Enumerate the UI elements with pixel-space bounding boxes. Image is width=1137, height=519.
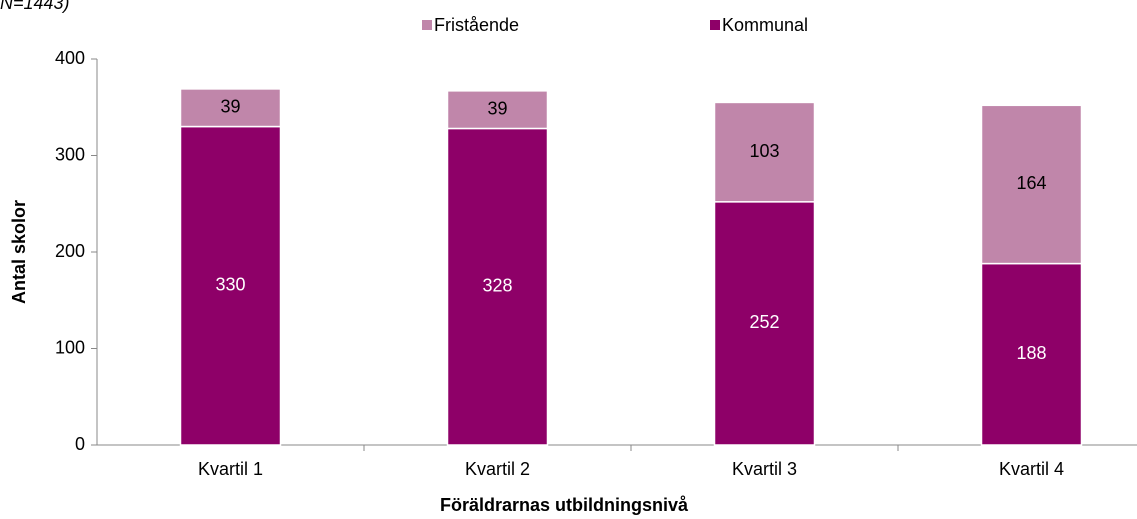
data-label: 164 (1016, 173, 1046, 193)
chart-subtitle: N=1443) (0, 0, 70, 13)
data-label: 328 (482, 275, 512, 295)
x-tick-label: Kvartil 1 (198, 459, 263, 479)
bar-segment (713, 201, 816, 446)
bar-segment (713, 101, 816, 203)
y-axis-title: Antal skolor (9, 200, 29, 304)
x-axis-title: Föräldrarnas utbildningsnivå (440, 495, 689, 515)
legend-swatch (422, 20, 432, 30)
y-tick-label: 0 (75, 434, 85, 454)
legend-label: Fristående (434, 15, 519, 35)
x-tick-label: Kvartil 4 (999, 459, 1064, 479)
data-label: 103 (749, 141, 779, 161)
x-tick-label: Kvartil 2 (465, 459, 530, 479)
data-label: 39 (487, 98, 507, 118)
bar-segment (980, 104, 1083, 265)
legend-label: Kommunal (722, 15, 808, 35)
y-tick-label: 100 (55, 337, 85, 357)
data-label: 252 (749, 312, 779, 332)
x-tick-label: Kvartil 3 (732, 459, 797, 479)
bar-segment (446, 127, 549, 446)
bar-segment (980, 262, 1083, 446)
legend-swatch (710, 20, 720, 30)
y-tick-label: 300 (55, 144, 85, 164)
data-label: 39 (220, 96, 240, 116)
data-label: 188 (1016, 343, 1046, 363)
y-tick-label: 400 (55, 48, 85, 68)
bar-segment (179, 88, 282, 128)
bar-segment (179, 125, 282, 446)
bar-segment (446, 90, 549, 130)
data-label: 330 (215, 275, 245, 295)
y-tick-label: 200 (55, 241, 85, 261)
